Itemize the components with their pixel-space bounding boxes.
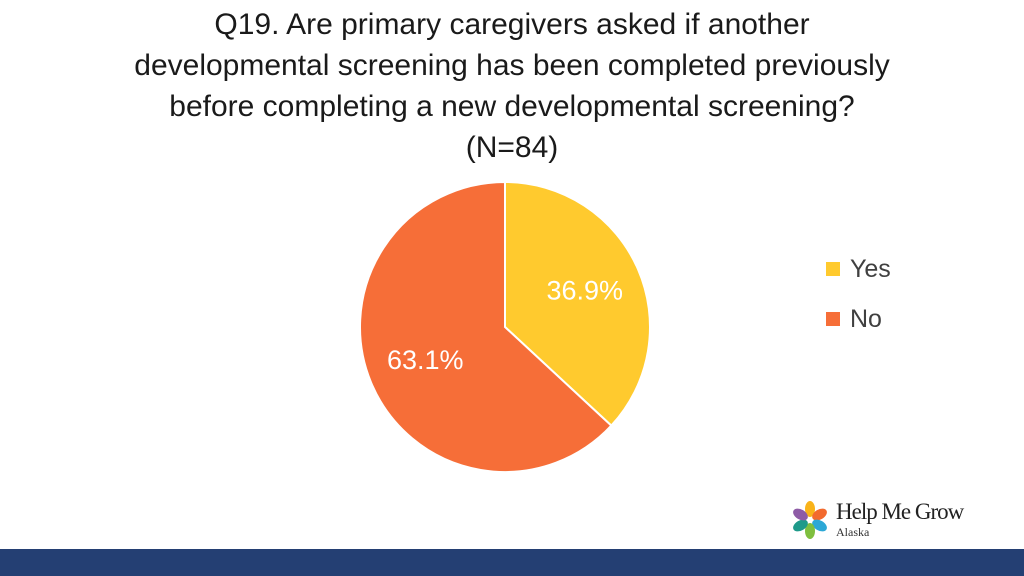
- logo-petal: [805, 501, 815, 517]
- legend-swatch-no: [826, 312, 840, 326]
- logo-petal: [812, 519, 827, 532]
- legend-label-no: No: [850, 304, 882, 333]
- legend-item-no: No: [826, 294, 891, 344]
- pie-slice-no: [359, 180, 613, 473]
- chart-legend: Yes No: [826, 244, 891, 344]
- legend-swatch-yes: [826, 262, 840, 276]
- footer-bar: [0, 549, 1024, 576]
- logo-petal: [793, 519, 808, 532]
- flower-logo-icon: [793, 501, 827, 539]
- title-line-2: developmental screening has been complet…: [134, 49, 890, 82]
- logo-subtitle: Alaska: [836, 525, 870, 539]
- legend-item-yes: Yes: [826, 244, 891, 294]
- pie-chart: 36.9% 63.1%: [359, 180, 651, 473]
- logo-petal: [805, 523, 815, 539]
- logo-petal: [793, 508, 808, 521]
- data-label-no: 63.1%: [387, 345, 464, 375]
- help-me-grow-logo: Help Me Grow Alaska: [790, 498, 980, 542]
- data-label-yes: 36.9%: [546, 275, 623, 305]
- title-line-1: Q19. Are primary caregivers asked if ano…: [214, 8, 810, 41]
- logo-petal: [812, 508, 827, 521]
- logo-name: Help Me Grow: [836, 499, 964, 524]
- title-line-3: before completing a new developmental sc…: [169, 90, 855, 123]
- pie-slice-yes: [504, 180, 651, 428]
- chart-title: Q19. Are primary caregivers asked if ano…: [0, 4, 1024, 168]
- legend-label-yes: Yes: [850, 254, 891, 283]
- title-line-4: (N=84): [465, 131, 559, 164]
